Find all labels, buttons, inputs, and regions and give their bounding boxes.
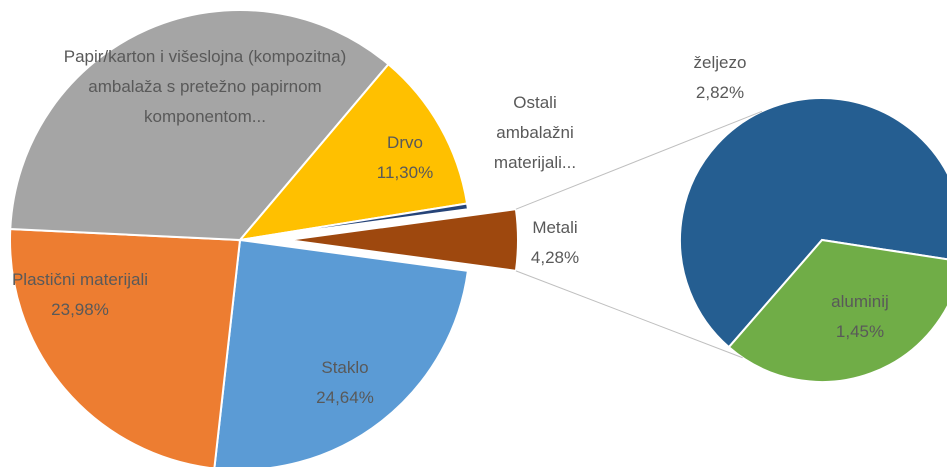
slice-name: Ostali ambalažni materijali...	[493, 93, 577, 172]
slice-label: Drvo 11,30%	[345, 128, 465, 188]
slice-value: 4,28%	[530, 248, 580, 267]
slice-name: Papir/karton i višeslojna (kompozitna) a…	[63, 47, 347, 126]
slice-name: Plastični materijali	[11, 270, 149, 289]
pie-slice	[287, 208, 519, 272]
connector-line	[515, 270, 743, 359]
pie-slice	[239, 202, 470, 241]
slice-label: Papir/karton i višeslojna (kompozitna) a…	[55, 42, 355, 132]
pie-slice	[237, 62, 469, 242]
slice-name: aluminij	[831, 292, 889, 311]
slice-label: željezo 2,82%	[660, 48, 780, 108]
connector-line	[515, 110, 763, 210]
slice-label: Metali 4,28%	[505, 213, 605, 273]
slice-value: 11,30%	[376, 163, 434, 182]
slice-label: Ostali ambalažni materijali...	[475, 88, 595, 178]
slice-value: 24,64%	[316, 388, 374, 407]
slice-value: 1,45%	[835, 322, 885, 341]
slice-name: Metali	[532, 218, 578, 237]
pie-slice	[9, 9, 390, 242]
slice-value: 23,98%	[51, 300, 109, 319]
slice-label: aluminij 1,45%	[800, 287, 920, 347]
pie-slice	[727, 238, 947, 383]
slice-label: Staklo 24,64%	[285, 353, 405, 413]
slice-label: Plastični materijali 23,98%	[10, 265, 150, 325]
pie-slice	[9, 227, 242, 467]
slice-name: Staklo	[321, 358, 369, 377]
slice-value: 2,82%	[695, 83, 745, 102]
pie-slice	[679, 97, 947, 349]
pie-slice	[213, 238, 470, 467]
slice-name: Drvo	[387, 133, 423, 152]
slice-name: željezo	[693, 53, 747, 72]
